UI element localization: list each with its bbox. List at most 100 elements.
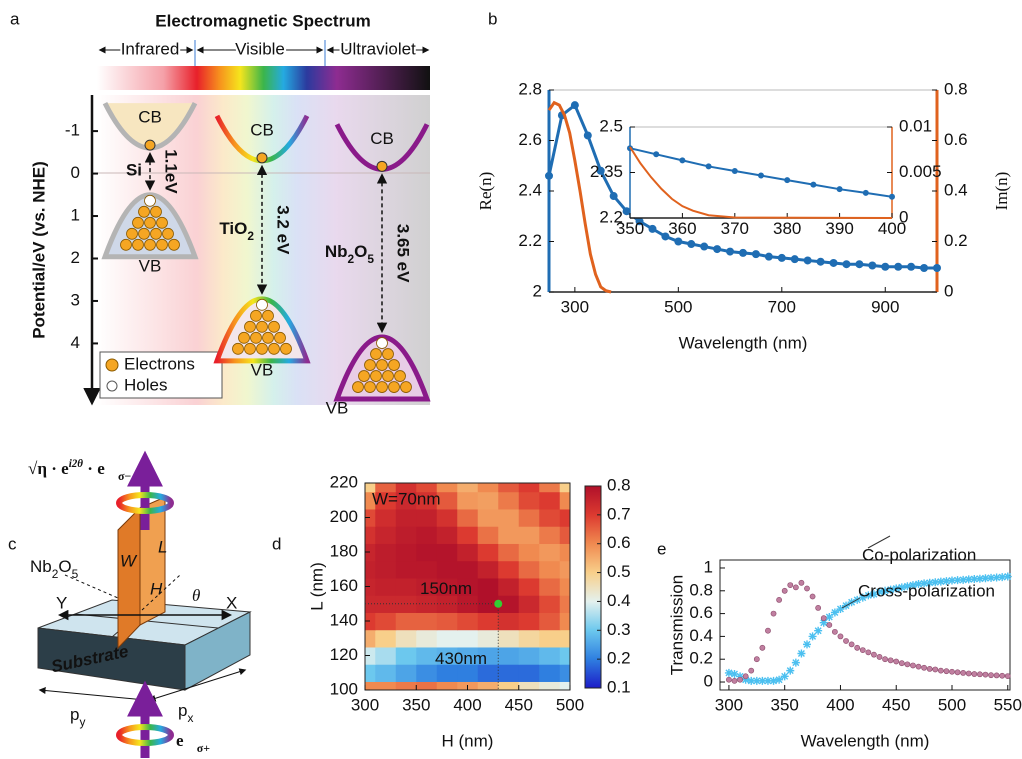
- band-gap: 3.65 eV: [394, 224, 413, 283]
- data-point: [819, 618, 828, 627]
- y-tick-label: 200: [330, 507, 358, 526]
- data-point: [931, 578, 940, 587]
- electron: [358, 370, 370, 382]
- data-point: [679, 157, 686, 164]
- x-tick-label: 300: [561, 298, 589, 317]
- data-point: [596, 166, 605, 175]
- data-point: [999, 672, 1006, 679]
- heatmap-cell: [436, 612, 458, 631]
- panel-label: b: [488, 9, 497, 28]
- data-point: [992, 573, 1001, 582]
- heatmap-cell: [365, 595, 376, 613]
- heatmap-cell: [416, 577, 438, 596]
- plot-area: [629, 126, 893, 219]
- data-point: [764, 252, 773, 261]
- data-point: [763, 676, 772, 685]
- heatmap-cell: [477, 508, 499, 527]
- electron: [156, 216, 168, 229]
- data-point: [775, 675, 784, 684]
- data-point: [865, 649, 872, 656]
- electron: [274, 331, 286, 344]
- heatmap-cell: [416, 483, 438, 493]
- data-point: [970, 575, 979, 584]
- material-label: Nb2O5: [30, 557, 79, 581]
- heatmap-cell: [477, 681, 499, 690]
- heatmap-cell: [457, 629, 479, 648]
- data-point: [583, 131, 592, 140]
- heatmap-cell: [559, 681, 570, 690]
- data-point: [848, 641, 855, 648]
- data-point: [737, 676, 743, 683]
- data-point: [894, 262, 903, 271]
- electron: [370, 348, 382, 360]
- heatmap-cell: [559, 595, 570, 613]
- heatmap-cell: [457, 526, 479, 544]
- electron: [244, 342, 256, 355]
- material-name-part: TiO: [219, 219, 247, 238]
- data-point: [949, 668, 955, 675]
- x-tick-label: 350: [402, 696, 430, 715]
- period-label-part: x: [187, 711, 193, 725]
- heatmap-cell: [457, 543, 479, 562]
- electron: [156, 238, 168, 251]
- label-leader: [867, 535, 891, 549]
- heatmap-cell: [457, 491, 479, 510]
- panel-label: c: [8, 534, 17, 553]
- hole: [256, 298, 268, 311]
- heatmap-cell: [375, 595, 397, 613]
- heatmap-cell: [477, 612, 499, 631]
- data-point: [959, 575, 968, 584]
- angle-guide: [141, 574, 181, 611]
- x-tick-label: 350: [771, 696, 799, 715]
- data-point: [648, 224, 657, 233]
- cb-label: CB: [138, 108, 162, 127]
- heatmap-cell: [375, 629, 397, 648]
- x-tick-label: 450: [505, 696, 533, 715]
- data-point: [903, 582, 912, 591]
- formula-part: e⃗: [176, 731, 197, 750]
- data-point: [954, 669, 961, 676]
- hole: [376, 337, 388, 349]
- heatmap-cell: [559, 664, 570, 682]
- heatmap-cell: [365, 612, 376, 631]
- heatmap-cell: [559, 577, 570, 596]
- heatmap-cells: [365, 483, 570, 690]
- formula: √η · ei2θ · e⃗σ−: [28, 458, 131, 483]
- data-point: [545, 171, 553, 180]
- heatmap-cell: [498, 612, 520, 631]
- y-tick-label: 160: [330, 576, 358, 595]
- region-label: Visible: [235, 39, 285, 58]
- data-point: [803, 256, 812, 265]
- heatmap-cell: [375, 508, 397, 527]
- heatmap-cell: [518, 483, 540, 493]
- band-gap: 1.1eV: [162, 149, 181, 194]
- heatmap-cell: [365, 681, 376, 690]
- data-point: [897, 583, 906, 592]
- heatmap-cell: [518, 612, 540, 631]
- x-tick-label: 300: [351, 696, 379, 715]
- heatmap-cell: [375, 577, 397, 596]
- y-tick-label: 0.01: [899, 116, 932, 135]
- data-point: [570, 101, 579, 110]
- heatmap-cell: [365, 526, 376, 544]
- heatmap-cell: [539, 681, 561, 690]
- data-point: [898, 660, 905, 667]
- x-tick-label: 370: [721, 219, 749, 238]
- heatmap-cell: [436, 577, 458, 596]
- colorbar-tick-label: 0.3: [607, 620, 631, 639]
- data-point: [893, 658, 900, 665]
- y-tick-label: -1: [65, 121, 80, 140]
- legend-label: Holes: [124, 375, 167, 394]
- data-point: [987, 573, 996, 582]
- data-point: [726, 247, 735, 256]
- data-point: [881, 262, 890, 271]
- data-point: [816, 257, 825, 266]
- heatmap-cell: [559, 491, 570, 510]
- heatmap-cell: [416, 491, 438, 510]
- electron: [150, 205, 162, 218]
- heatmap-cell: [395, 508, 417, 527]
- heatmap-cell: [457, 483, 479, 493]
- electron: [352, 381, 364, 393]
- electron: [126, 227, 138, 240]
